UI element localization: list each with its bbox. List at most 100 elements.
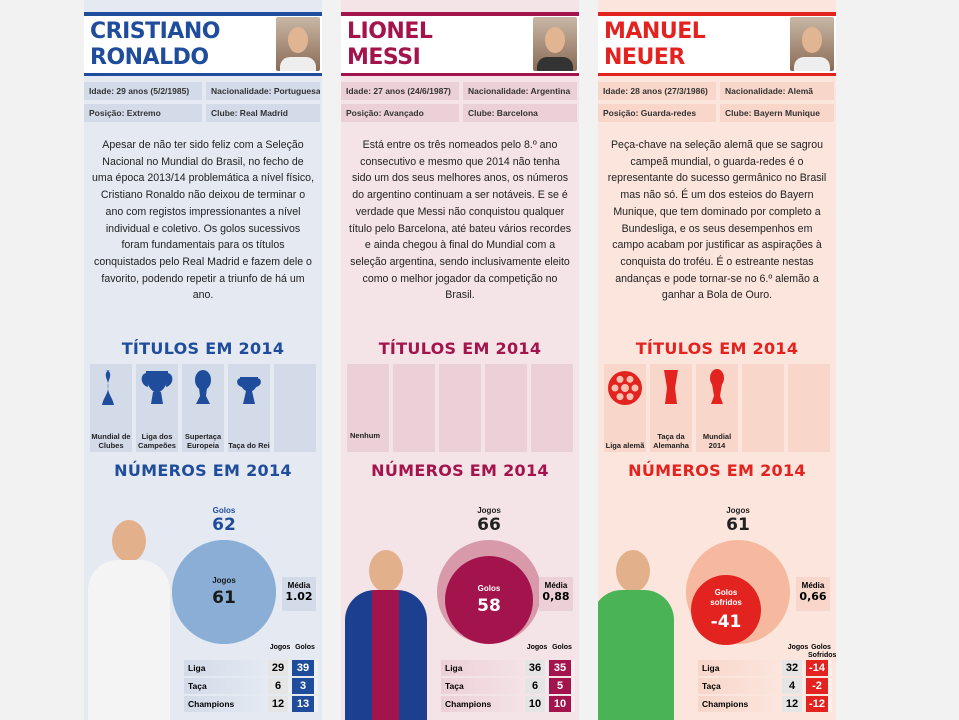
- player-name-line: MESSI: [347, 45, 421, 70]
- title-slot: [485, 364, 527, 452]
- title-label: Nenhum: [350, 431, 380, 440]
- player-description: Está entre os três nomeados pelo 8.º ano…: [349, 139, 572, 302]
- stats-row: Champions 10 10: [441, 696, 575, 712]
- title-slot: Supertaça Europeia: [182, 364, 224, 452]
- title-slot: [742, 364, 784, 452]
- player-header: CRISTIANO RONALDO: [84, 12, 322, 76]
- player-info-field: Nacionalidade: Argentina: [463, 82, 577, 100]
- circle-label: Golos: [477, 584, 501, 593]
- stats-row: Taça 4 -2: [698, 678, 832, 694]
- title-slot: Liga alemã: [604, 364, 646, 452]
- title-label: Supertaça Europeia: [184, 432, 222, 450]
- row-jogos: 12: [782, 696, 802, 712]
- row-label: Liga: [188, 663, 206, 673]
- row-golos: 35: [549, 660, 571, 676]
- row-golos: 10: [549, 696, 571, 712]
- average-value: 1.02: [285, 590, 313, 603]
- player-header: LIONEL MESSI: [341, 12, 579, 76]
- player-photo: [533, 17, 577, 71]
- row-golos: 5: [549, 678, 571, 694]
- numbers-heading: NÚMEROS EM 2014: [371, 461, 549, 480]
- average-label: Média: [287, 581, 311, 590]
- player-photo: [276, 17, 320, 71]
- player-info-field: Clube: Real Madrid: [206, 104, 320, 122]
- table-header-golos: Golos: [295, 644, 315, 651]
- numbers-heading: NÚMEROS EM 2014: [114, 461, 292, 480]
- row-golos: -12: [806, 696, 828, 712]
- trophy-icon: [185, 368, 221, 413]
- top-stat-label: Golos: [212, 506, 236, 515]
- numbers-heading: NÚMEROS EM 2014: [628, 461, 806, 480]
- player-info-field: Clube: Barcelona: [463, 104, 577, 122]
- stats-row: Champions 12 13: [184, 696, 318, 712]
- title-slot: [439, 364, 481, 452]
- trophy-icon: [139, 368, 175, 413]
- circle-value: 61: [212, 588, 236, 608]
- row-label: Liga: [445, 663, 463, 673]
- row-jogos: 36: [525, 660, 545, 676]
- top-stat-label: Jogos: [726, 506, 750, 515]
- player-name-line: CRISTIANO: [90, 19, 220, 44]
- title-slot: Mundial de Clubes: [90, 364, 132, 452]
- player-info-field: Posição: Avançado: [341, 104, 459, 122]
- title-slot: Mundial 2014: [696, 364, 738, 452]
- league-plate-icon: [607, 368, 643, 413]
- stats-row: Liga 29 39: [184, 660, 318, 676]
- player-info-field: Clube: Bayern Munique: [720, 104, 834, 122]
- stats-row: Liga 36 35: [441, 660, 575, 676]
- title-slot: Taça da Alemanha: [650, 364, 692, 452]
- average-box: Média 1.02: [282, 577, 316, 611]
- row-jogos: 6: [268, 678, 288, 694]
- row-jogos: 29: [268, 660, 288, 676]
- player-info-field: Posição: Extremo: [84, 104, 202, 122]
- row-jogos: 12: [268, 696, 288, 712]
- title-slot: Liga dos Campeões: [136, 364, 178, 452]
- titles-heading: TÍTULOS EM 2014: [635, 339, 799, 358]
- title-slot: [788, 364, 830, 452]
- player-column: LIONEL MESSI Idade: 27 anos (24/6/1987) Nac…: [341, 0, 579, 720]
- row-label: Liga: [702, 663, 720, 673]
- player-info-field: Idade: 28 anos (27/3/1986): [598, 82, 716, 100]
- row-label: Champions: [445, 699, 492, 709]
- title-slot: [393, 364, 435, 452]
- player-name: MANUEL NEUER: [604, 19, 706, 71]
- cup-icon: [653, 368, 689, 413]
- player-info-field: Posição: Guarda-redes: [598, 104, 716, 122]
- player-name: LIONEL MESSI: [347, 19, 433, 71]
- top-stat-value: 66: [477, 515, 501, 535]
- stats-circle-inner: [691, 575, 761, 645]
- player-description: Peça-chave na seleção alemã que se sagro…: [607, 139, 827, 302]
- player-header: MANUEL NEUER: [598, 12, 836, 76]
- player-name-line: NEUER: [604, 45, 685, 70]
- table-header-jogos: Jogos: [269, 644, 291, 651]
- row-golos: -2: [806, 678, 828, 694]
- titles-heading: TÍTULOS EM 2014: [378, 339, 542, 358]
- row-label: Taça: [445, 681, 464, 691]
- average-box: Média 0,88: [539, 577, 573, 611]
- trophy-icon: [231, 368, 267, 413]
- circle-label: Jogos: [212, 576, 236, 585]
- table-header-jogos: Jogos: [526, 644, 548, 651]
- title-label: Liga alemã: [605, 441, 645, 450]
- average-box: Média 0,66: [796, 577, 830, 611]
- world-cup-icon: [699, 368, 735, 413]
- table-header-golos: Golos: [552, 644, 572, 651]
- player-description: Apesar de não ter sido feliz com a Seleç…: [92, 139, 315, 302]
- title-slot: Nenhum: [347, 364, 389, 452]
- row-golos: -14: [806, 660, 828, 676]
- average-label: Média: [801, 581, 825, 590]
- stats-row: Champions 12 -12: [698, 696, 832, 712]
- average-value: 0,66: [799, 590, 827, 603]
- player-info-field: Nacionalidade: Alemã: [720, 82, 834, 100]
- row-jogos: 6: [525, 678, 545, 694]
- player-name: CRISTIANO RONALDO: [90, 19, 220, 71]
- title-slot: Taça do Rei: [228, 364, 270, 452]
- title-label: Liga dos Campeões: [138, 432, 176, 450]
- table-header-golos: Golos Sofridos: [808, 644, 836, 659]
- title-label: Taça da Alemanha: [653, 432, 689, 450]
- row-jogos: 32: [782, 660, 802, 676]
- player-info-field: Idade: 29 anos (5/2/1985): [84, 82, 202, 100]
- title-label: Mundial de Clubes: [91, 432, 131, 450]
- player-photo: [790, 17, 834, 71]
- average-label: Média: [544, 581, 568, 590]
